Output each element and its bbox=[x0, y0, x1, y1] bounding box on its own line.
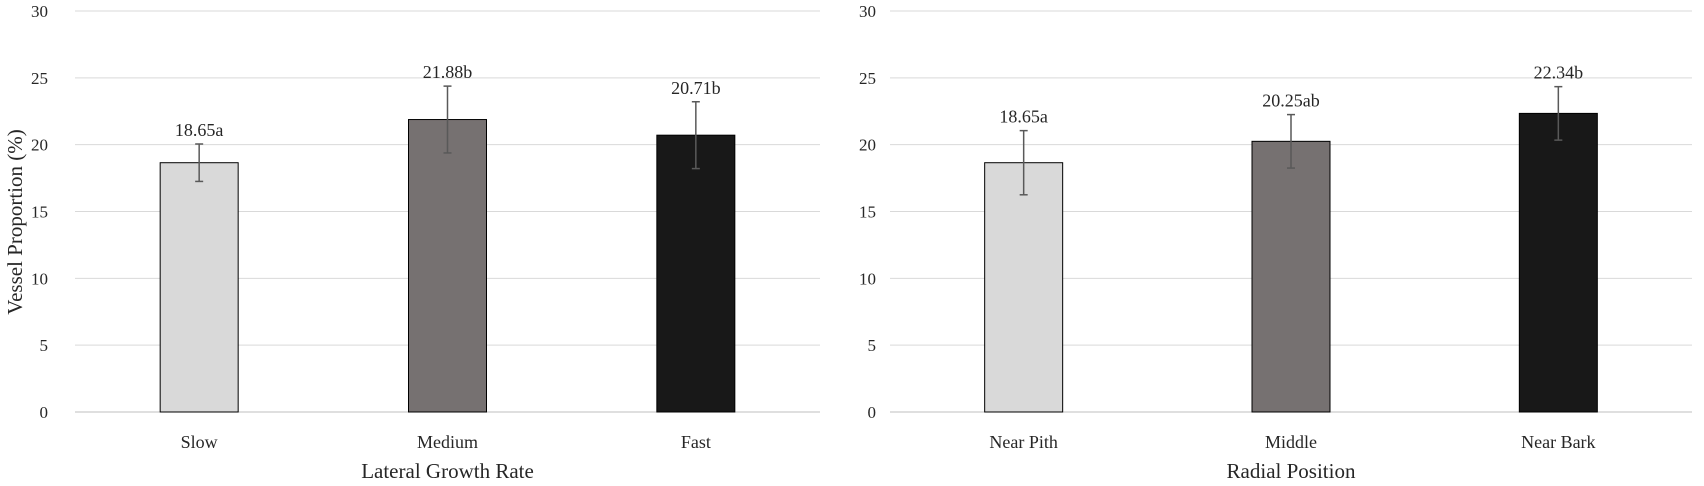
y-tick-label: 5 bbox=[868, 336, 877, 355]
y-tick-label: 10 bbox=[859, 269, 876, 288]
data-label: 18.65a bbox=[175, 120, 224, 140]
y-tick-label: 0 bbox=[868, 403, 877, 422]
data-label: 21.88b bbox=[423, 62, 473, 82]
y-tick-label: 15 bbox=[31, 203, 48, 222]
data-label: 22.34b bbox=[1534, 63, 1584, 83]
y-tick-label: 30 bbox=[859, 2, 876, 21]
x-tick-label: Slow bbox=[181, 432, 218, 452]
data-label: 18.65a bbox=[999, 107, 1048, 127]
x-tick-label: Fast bbox=[681, 432, 711, 452]
x-axis-title: Lateral Growth Rate bbox=[361, 459, 534, 481]
y-tick-label: 30 bbox=[31, 2, 48, 21]
y-tick-label: 25 bbox=[31, 69, 48, 88]
bar bbox=[656, 134, 736, 413]
bar bbox=[1251, 140, 1331, 413]
x-tick-label: Near Pith bbox=[989, 432, 1057, 452]
y-tick-label: 20 bbox=[31, 136, 48, 155]
y-tick-label: 0 bbox=[40, 403, 49, 422]
y-axis-title: Vessel Proportion (%) bbox=[3, 129, 27, 314]
data-label: 20.71b bbox=[671, 78, 721, 98]
x-axis-title: Radial Position bbox=[1227, 459, 1356, 481]
y-tick-label: 5 bbox=[40, 336, 49, 355]
y-tick-label: 15 bbox=[859, 203, 876, 222]
x-tick-label: Middle bbox=[1265, 432, 1317, 452]
bar bbox=[159, 162, 239, 413]
x-tick-label: Medium bbox=[417, 432, 478, 452]
bar bbox=[408, 119, 487, 413]
bar bbox=[1518, 112, 1598, 413]
y-tick-label: 20 bbox=[859, 136, 876, 155]
bar bbox=[984, 162, 1064, 413]
y-tick-label: 10 bbox=[31, 269, 48, 288]
data-label: 20.25ab bbox=[1262, 91, 1320, 111]
x-tick-label: Near Bark bbox=[1521, 432, 1595, 452]
y-tick-label: 25 bbox=[859, 69, 876, 88]
